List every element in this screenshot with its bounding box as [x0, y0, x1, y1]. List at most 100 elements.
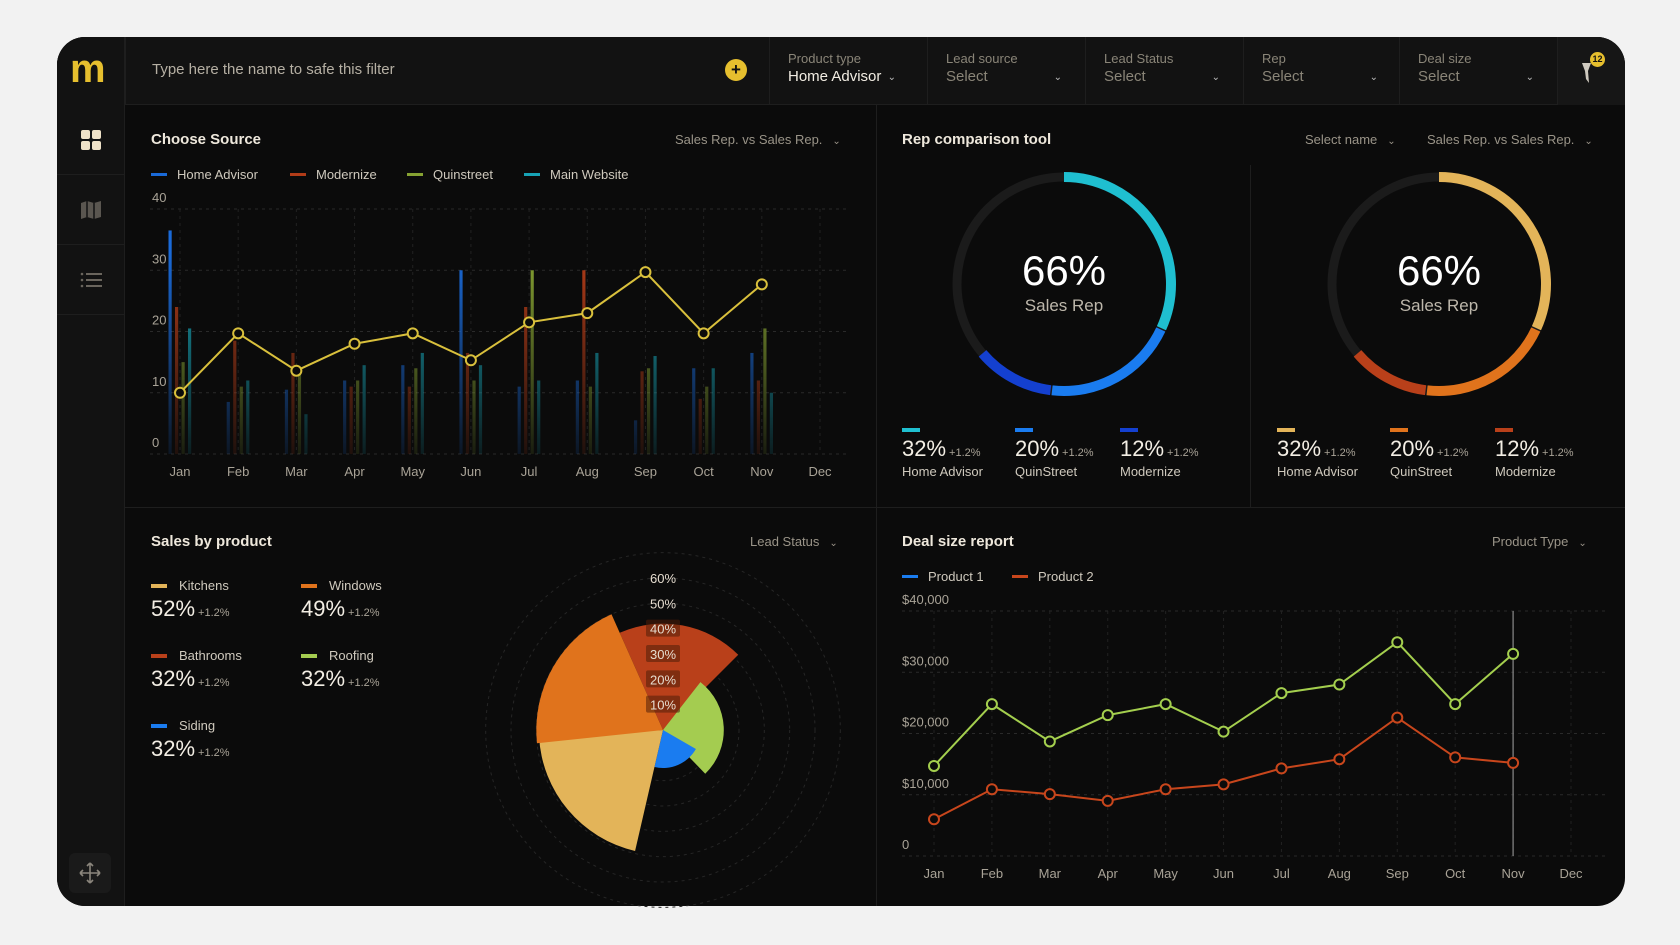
bar-home-advisor [517, 386, 521, 454]
legend-swatch [1390, 428, 1408, 432]
rep-dropdown[interactable]: Rep Select ⌄ [1243, 37, 1400, 105]
move-button[interactable] [69, 853, 111, 893]
trend-point [290, 364, 303, 377]
filter-button[interactable]: 12 [1557, 37, 1625, 105]
percent-value: 32% [301, 666, 346, 691]
bar-modernize [582, 270, 586, 454]
bar-main-website [653, 356, 657, 454]
sidebar-item-map[interactable] [57, 175, 125, 245]
x-tick-label: Oct [1445, 866, 1466, 881]
dropdown-label: Rep [1262, 51, 1286, 66]
radial-gridline [535, 602, 791, 858]
donut-left-label: Sales Rep [1024, 296, 1104, 315]
x-tick-label: Apr [1098, 866, 1119, 881]
rep-compare-dropdown[interactable]: Sales Rep. vs Sales Rep. ⌄ [1427, 132, 1593, 147]
radial-gridline [510, 577, 816, 883]
list-icon [80, 272, 102, 287]
grid-icon [81, 129, 101, 150]
x-tick-label: Jun [460, 464, 481, 479]
product-legend-kitchens: Kitchens [151, 578, 229, 593]
choose-source-dropdown[interactable]: Sales Rep. vs Sales Rep. ⌄ [675, 132, 841, 147]
legend-swatch [1120, 428, 1138, 432]
chevron-down-icon: ⌄ [1525, 72, 1534, 83]
bar-modernize [349, 386, 353, 454]
dropdown-value: Select [1104, 68, 1146, 85]
legend-swatch [902, 575, 918, 578]
bar-main-website [304, 414, 308, 454]
deal-size-dropdown[interactable]: Deal size Select ⌄ [1399, 37, 1556, 105]
bar-quinstreet [356, 380, 360, 454]
y-tick-label: $40,000 [902, 592, 949, 607]
lead-status-dropdown[interactable]: Lead Status Select ⌄ [1085, 37, 1242, 105]
trend-point [464, 354, 477, 367]
legend-label: Windows [329, 578, 382, 593]
x-tick-label: Jul [1273, 866, 1290, 881]
sidebar-item-list[interactable] [57, 245, 125, 315]
add-filter-button[interactable]: + [725, 59, 747, 81]
y-tick-label: 40 [152, 190, 166, 205]
bar-modernize [640, 371, 644, 454]
data-point [1101, 794, 1114, 807]
y-tick-label: $30,000 [902, 653, 949, 668]
product-legend-roofing: Roofing [301, 648, 374, 663]
donut-segment-quinstreet [1051, 327, 1166, 396]
data-point [1217, 725, 1230, 738]
chevron-down-icon: ⌄ [1578, 538, 1587, 549]
trend-point [348, 337, 361, 350]
data-point [1275, 687, 1288, 700]
legend-label: Modernize [316, 167, 377, 182]
trend-point [523, 316, 536, 329]
chevron-down-icon: ⌄ [887, 72, 896, 83]
filter-name-placeholder: Type here the name to safe this filter [152, 61, 395, 78]
dropdown-value: Select [1262, 68, 1304, 85]
product-legend-bathrooms: Bathrooms [151, 648, 242, 663]
donut-legend-label: Modernize [1495, 464, 1556, 479]
bar-quinstreet [646, 368, 651, 454]
trend-point [581, 307, 594, 320]
product-value: 32% +1.2% [151, 736, 230, 762]
logo[interactable]: m [70, 47, 106, 91]
trend-point [697, 327, 710, 340]
bar-home-advisor [168, 230, 172, 454]
bar-home-advisor [750, 352, 754, 454]
sales-by-product-title: Sales by product [151, 533, 272, 550]
dropdown-value: Sales Rep. vs Sales Rep. [675, 132, 823, 147]
panel-divider-vertical [876, 105, 877, 906]
x-tick-label: Feb [227, 464, 249, 479]
percent-value: 12% [1495, 436, 1540, 461]
lead-source-dropdown[interactable]: Lead source Select ⌄ [927, 37, 1084, 105]
radial-tick-label: 20% [650, 672, 676, 687]
legend-swatch [151, 583, 167, 588]
radial-tick-label: 10% [650, 698, 676, 713]
dropdown-value: Product Type [1492, 534, 1569, 549]
sidebar-item-dashboard[interactable] [57, 105, 125, 175]
bar-home-advisor [343, 380, 347, 454]
percent-value: 20% [1015, 436, 1060, 461]
delta-value: +1.2% [198, 677, 230, 689]
y-tick-label: 30 [152, 251, 166, 266]
product-type-panel-dropdown[interactable]: Product Type ⌄ [1492, 534, 1587, 549]
bar-quinstreet [414, 368, 418, 454]
product-legend-siding: Siding [151, 718, 215, 733]
lead-status-panel-dropdown[interactable]: Lead Status ⌄ [750, 534, 838, 549]
trend-point [232, 327, 245, 340]
delta-value: +1.2% [348, 677, 380, 689]
data-point [985, 783, 998, 796]
delta-value: +1.2% [1167, 447, 1199, 459]
product-type-dropdown[interactable]: Product type Home Advisor ⌄ [769, 37, 926, 105]
legend-swatch [301, 583, 317, 588]
legend-swatch [1495, 428, 1513, 432]
data-point [1449, 751, 1462, 764]
donut-divider [1250, 165, 1251, 507]
donut-segment-modernize [1353, 350, 1427, 396]
donut-segment-home-advisor [1438, 172, 1551, 331]
dropdown-value: Select [1418, 68, 1460, 85]
select-name-dropdown[interactable]: Select name ⌄ [1305, 132, 1396, 147]
radial-tick-label: 60% [650, 571, 676, 586]
bar-main-website [769, 392, 774, 454]
chevron-down-icon: ⌄ [1211, 72, 1220, 83]
dropdown-label: Lead Status [1104, 51, 1174, 66]
filter-name-input[interactable]: Type here the name to safe this filter [125, 37, 768, 105]
legend-swatch [301, 653, 317, 658]
radial-gridline [485, 552, 841, 908]
